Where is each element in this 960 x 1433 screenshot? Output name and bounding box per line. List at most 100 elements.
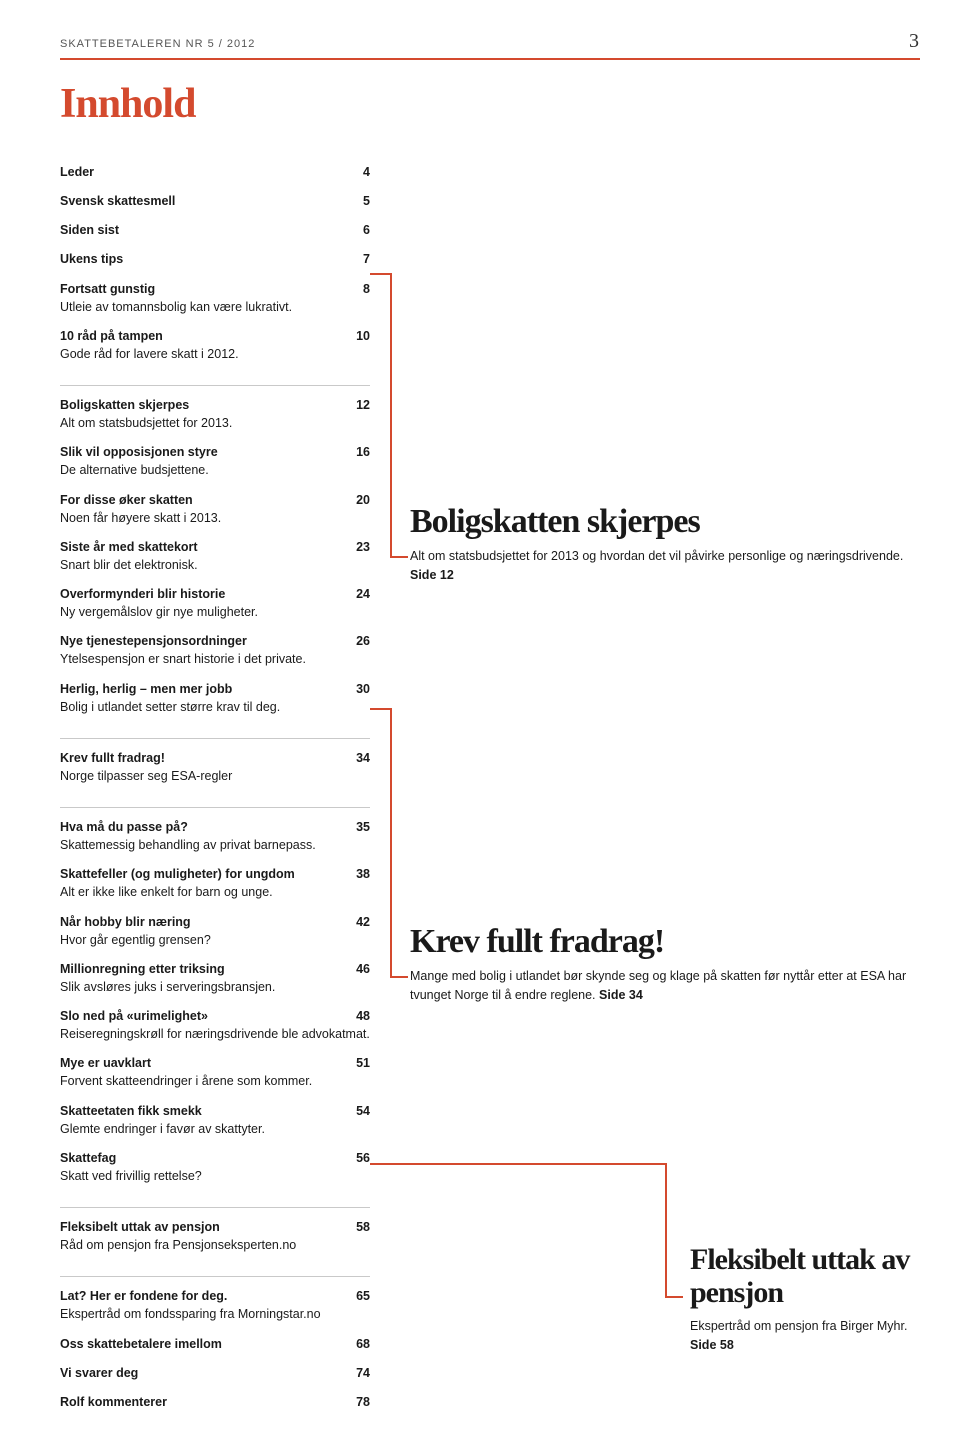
toc-item-sub: Glemte endringer i favør av skattyter. xyxy=(60,1120,370,1138)
toc-item-sub: Reiseregningskrøll for næringsdrivende b… xyxy=(60,1025,370,1043)
toc-section: Boligskatten skjerpes12Alt om statsbudsj… xyxy=(60,396,370,716)
toc-item-sub: De alternative budsjettene. xyxy=(60,461,370,479)
toc-item: Herlig, herlig – men mer jobb30Bolig i u… xyxy=(60,680,370,716)
toc-item: Millionregning etter triksing46Slik avsl… xyxy=(60,960,370,996)
toc-item-title: Rolf kommenterer xyxy=(60,1393,356,1411)
toc-item: Vi svarer deg74 xyxy=(60,1364,370,1382)
toc-item-page: 24 xyxy=(356,585,370,603)
feature-lead: Ekspertråd om pensjon fra Birger Myhr. S… xyxy=(690,1317,920,1355)
toc-item-title: For disse øker skatten xyxy=(60,491,356,509)
toc-item-sub: Ny vergemålslov gir nye muligheter. xyxy=(60,603,370,621)
toc-item-title: Lat? Her er fondene for deg. xyxy=(60,1287,356,1305)
toc-item-sub: Forvent skatteendringer i årene som komm… xyxy=(60,1072,370,1090)
toc-item-page: 68 xyxy=(356,1335,370,1353)
toc-item: Skattefeller (og muligheter) for ungdom3… xyxy=(60,865,370,901)
toc-section: Fleksibelt uttak av pensjon58Råd om pens… xyxy=(60,1218,370,1254)
toc-item-page: 23 xyxy=(356,538,370,556)
toc-item: Siste år med skattekort23Snart blir det … xyxy=(60,538,370,574)
toc-item-title: Boligskatten skjerpes xyxy=(60,396,356,414)
toc-separator xyxy=(60,385,370,386)
toc-item-title: Ukens tips xyxy=(60,250,363,268)
toc-item-title: Hva må du passe på? xyxy=(60,818,356,836)
toc-item: Ukens tips7 xyxy=(60,250,370,268)
toc-item-title: Svensk skattesmell xyxy=(60,192,363,210)
toc-item-title: Krev fullt fradrag! xyxy=(60,749,356,767)
toc-item-title: Leder xyxy=(60,163,363,181)
toc-item: Krev fullt fradrag!34Norge tilpasser seg… xyxy=(60,749,370,785)
toc-item-title: Når hobby blir næring xyxy=(60,913,356,931)
toc-item-title: 10 råd på tampen xyxy=(60,327,356,345)
toc-item-page: 10 xyxy=(356,327,370,345)
toc-item-page: 74 xyxy=(356,1364,370,1382)
toc-item-sub: Alt om statsbudsjettet for 2013. xyxy=(60,414,370,432)
toc-item-title: Overformynderi blir historie xyxy=(60,585,356,603)
toc-item-sub: Norge tilpasser seg ESA-regler xyxy=(60,767,370,785)
callout-bracket xyxy=(370,273,392,275)
toc-item-title: Vi svarer deg xyxy=(60,1364,356,1382)
toc-item-page: 12 xyxy=(356,396,370,414)
toc-item-title: Skattefag xyxy=(60,1149,356,1167)
toc-item: Nye tjenestepensjonsordninger26Ytelsespe… xyxy=(60,632,370,668)
callout-bracket xyxy=(390,556,408,558)
toc-item: Skatteetaten fikk smekk54Glemte endringe… xyxy=(60,1102,370,1138)
feature-pensjon: Fleksibelt uttak av pensjon Ekspertråd o… xyxy=(690,1243,920,1355)
toc-item-sub: Bolig i utlandet setter større krav til … xyxy=(60,698,370,716)
toc-item-title: Fortsatt gunstig xyxy=(60,280,363,298)
toc-item-page: 26 xyxy=(356,632,370,650)
toc-section: Leder4Svensk skattesmell5Siden sist6Uken… xyxy=(60,163,370,363)
feature-title: Krev fullt fradrag! xyxy=(410,923,920,961)
feature-lead: Alt om statsbudsjettet for 2013 og hvord… xyxy=(410,547,920,585)
toc-item: Rolf kommenterer78 xyxy=(60,1393,370,1411)
feature-lead: Mange med bolig i utlandet bør skynde se… xyxy=(410,967,920,1005)
toc-item-page: 16 xyxy=(356,443,370,461)
toc-separator xyxy=(60,1207,370,1208)
toc-item-sub: Gode råd for lavere skatt i 2012. xyxy=(60,345,370,363)
toc-section: Hva må du passe på?35Skattemessig behand… xyxy=(60,818,370,1185)
publication-info: SKATTEBETALEREN NR 5 / 2012 xyxy=(60,38,255,50)
toc-item-page: 56 xyxy=(356,1149,370,1167)
toc-item: Oss skattebetalere imellom68 xyxy=(60,1335,370,1353)
toc-item: Når hobby blir næring42Hvor går egentlig… xyxy=(60,913,370,949)
toc-item-title: Slik vil opposisjonen styre xyxy=(60,443,356,461)
page-number: 3 xyxy=(909,30,920,53)
feature-boligskatten: Boligskatten skjerpes Alt om statsbudsje… xyxy=(410,503,920,585)
toc-item: Fleksibelt uttak av pensjon58Råd om pens… xyxy=(60,1218,370,1254)
feature-column: Boligskatten skjerpes Alt om statsbudsje… xyxy=(410,163,920,1433)
table-of-contents: Leder4Svensk skattesmell5Siden sist6Uken… xyxy=(60,163,370,1433)
toc-item-page: 38 xyxy=(356,865,370,883)
header-rule xyxy=(60,58,920,60)
toc-section: Lat? Her er fondene for deg.65Ekspertråd… xyxy=(60,1287,370,1411)
callout-bracket xyxy=(665,1163,667,1298)
toc-item: 10 råd på tampen10Gode råd for lavere sk… xyxy=(60,327,370,363)
toc-item-title: Mye er uavklart xyxy=(60,1054,356,1072)
feature-title: Fleksibelt uttak av pensjon xyxy=(690,1243,920,1309)
toc-item-page: 35 xyxy=(356,818,370,836)
toc-item-title: Siden sist xyxy=(60,221,363,239)
toc-item-page: 8 xyxy=(363,280,370,298)
page-header: SKATTEBETALEREN NR 5 / 2012 3 xyxy=(60,30,920,53)
toc-item-sub: Alt er ikke like enkelt for barn og unge… xyxy=(60,883,370,901)
toc-item-page: 78 xyxy=(356,1393,370,1411)
toc-item-page: 7 xyxy=(363,250,370,268)
toc-item: Slo ned på «urimelighet»48Reiseregningsk… xyxy=(60,1007,370,1043)
toc-item-sub: Utleie av tomannsbolig kan være lukrativ… xyxy=(60,298,370,316)
toc-item-sub: Noen får høyere skatt i 2013. xyxy=(60,509,370,527)
toc-item-title: Fleksibelt uttak av pensjon xyxy=(60,1218,356,1236)
toc-item-title: Siste år med skattekort xyxy=(60,538,356,556)
toc-item: Boligskatten skjerpes12Alt om statsbudsj… xyxy=(60,396,370,432)
toc-item-title: Oss skattebetalere imellom xyxy=(60,1335,356,1353)
toc-item-page: 34 xyxy=(356,749,370,767)
toc-item-sub: Råd om pensjon fra Pensjonseksperten.no xyxy=(60,1236,370,1254)
toc-item: Svensk skattesmell5 xyxy=(60,192,370,210)
toc-item-sub: Hvor går egentlig grensen? xyxy=(60,931,370,949)
toc-item: Overformynderi blir historie24Ny vergemå… xyxy=(60,585,370,621)
toc-item: Leder4 xyxy=(60,163,370,181)
toc-item: Skattefag56Skatt ved frivillig rettelse? xyxy=(60,1149,370,1185)
toc-item-page: 51 xyxy=(356,1054,370,1072)
toc-item-page: 6 xyxy=(363,221,370,239)
toc-item-sub: Ytelsespensjon er snart historie i det p… xyxy=(60,650,370,668)
feature-title: Boligskatten skjerpes xyxy=(410,503,920,541)
toc-item-page: 4 xyxy=(363,163,370,181)
toc-item-page: 42 xyxy=(356,913,370,931)
callout-bracket xyxy=(390,273,392,558)
